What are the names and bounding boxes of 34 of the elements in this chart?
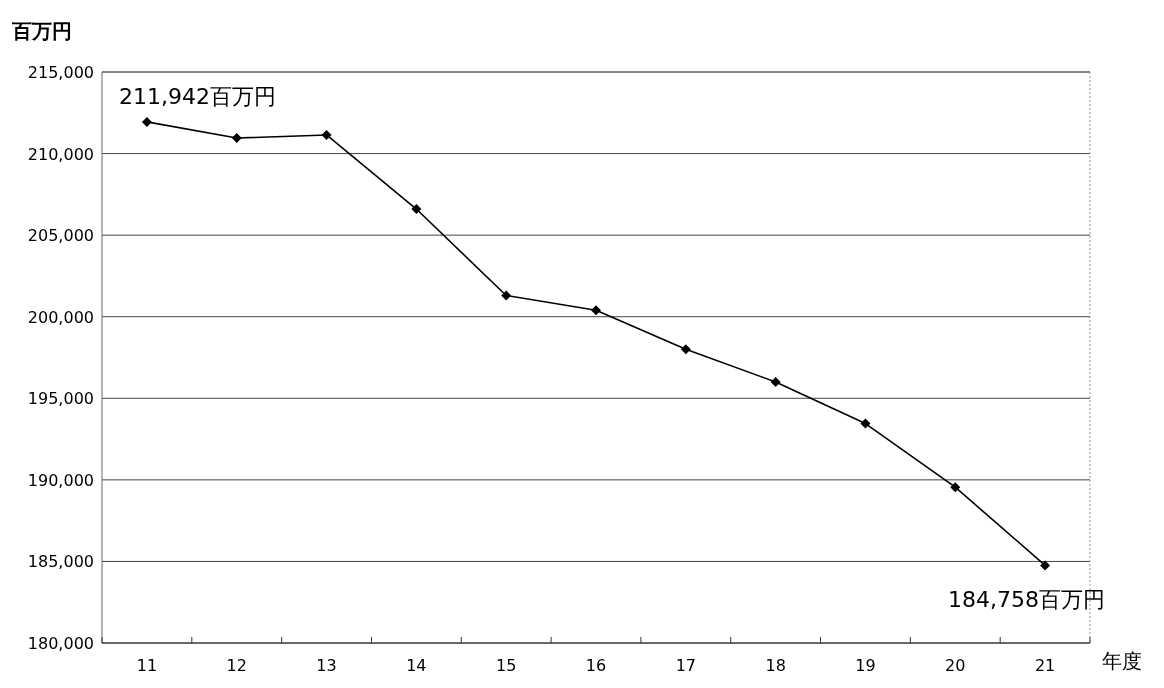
y-tick-label: 185,000 <box>27 552 94 572</box>
x-tick-label: 18 <box>765 656 786 675</box>
y-tick-label: 210,000 <box>27 144 94 164</box>
y-tick-label: 205,000 <box>27 226 94 246</box>
x-tick-label: 13 <box>316 656 337 675</box>
x-tick-label: 15 <box>496 656 517 675</box>
x-tick-label: 21 <box>1034 656 1056 675</box>
y-tick-label: 215,000 <box>27 63 94 82</box>
point <box>950 482 961 493</box>
x-tick-label: 14 <box>406 656 427 675</box>
point <box>770 376 781 387</box>
point <box>411 204 422 215</box>
point <box>501 290 512 301</box>
x-axis-title: 年度 <box>1102 649 1142 673</box>
x-tick-label: 17 <box>675 656 696 675</box>
x-tick-label: 20 <box>945 656 966 675</box>
point <box>231 133 242 144</box>
annotation: 184,758百万円 <box>948 587 1106 613</box>
point <box>141 116 152 127</box>
y-tick-label: 190,000 <box>27 470 94 490</box>
y-axis-title: 百万円 <box>11 19 72 43</box>
point <box>680 344 691 355</box>
point <box>860 418 871 429</box>
y-tick-label: 195,000 <box>27 389 94 409</box>
point <box>1040 560 1051 571</box>
point <box>591 305 601 316</box>
x-tick-label: 19 <box>855 656 876 675</box>
y-tick-label: 180,000 <box>27 634 94 653</box>
annotation: 211,942百万円 <box>118 83 276 109</box>
x-tick-label: 16 <box>585 656 607 675</box>
x-tick-label: 11 <box>136 656 158 675</box>
y-tick-label: 200,000 <box>27 307 94 327</box>
x-tick-label: 12 <box>226 656 247 675</box>
point <box>321 129 332 140</box>
